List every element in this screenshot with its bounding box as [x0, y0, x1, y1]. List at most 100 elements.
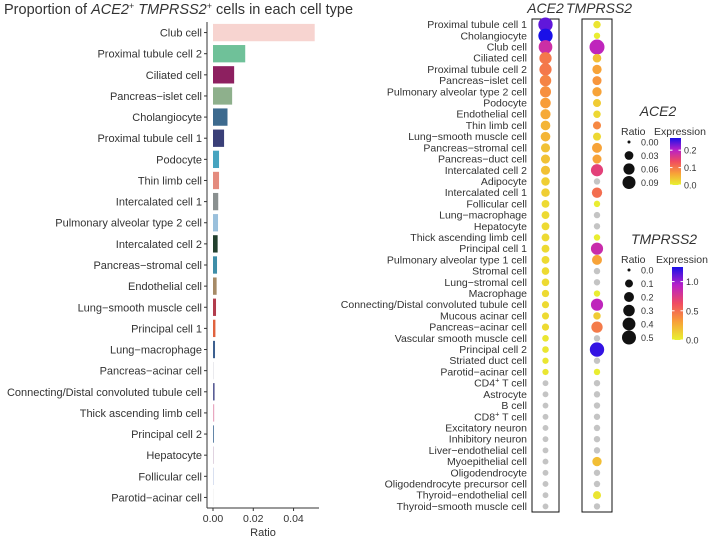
tmprss2-legend-size-key	[624, 292, 634, 302]
bar-category-label: Connecting/Distal convoluted tubule cell	[7, 387, 202, 399]
bar	[213, 108, 228, 126]
dot-tmprss2	[592, 132, 602, 141]
dot-tmprss2	[593, 32, 601, 39]
dot-ace2	[542, 425, 549, 431]
bar-category-label: Pulmonary alveolar type 2 cell	[55, 218, 202, 230]
dot-tmprss2	[593, 110, 601, 118]
ace2-legend-size-key	[624, 151, 634, 160]
tmprss2-legend-color-title: Expression	[656, 254, 708, 266]
dot-ace2	[541, 188, 550, 197]
dot-row-label: Parotid−acinar cell	[440, 366, 527, 378]
bar	[213, 383, 215, 401]
bar-category-label: Thick ascending limb cell	[80, 408, 202, 420]
ace2-legend-size-key	[623, 163, 635, 175]
dot-row-label: Intercalated cell 2	[445, 165, 527, 177]
dot-row-label: Follicular cell	[466, 198, 527, 210]
dot-tmprss2	[593, 312, 601, 320]
dot-ace2	[539, 74, 552, 87]
dot-row-label: Inhibitory neuron	[449, 434, 527, 446]
dot-tmprss2	[593, 469, 601, 476]
dot-row-label: Stromal cell	[472, 266, 527, 278]
dot-ace2	[540, 165, 551, 175]
ace2-legend-size-label: 0.09	[641, 178, 659, 188]
dot-tmprss2	[592, 53, 602, 63]
dot-ace2	[539, 63, 552, 76]
dot-ace2	[542, 492, 549, 499]
bar-category-label: Proximal tubule cell 2	[97, 49, 202, 61]
dot-row-label: Pulmonary alveolar type 1 cell	[387, 254, 527, 266]
bar-category-label: Lung−smooth muscle cell	[78, 302, 202, 314]
bar	[213, 404, 215, 422]
dot-ace2	[542, 368, 549, 376]
dot-row-label: Principal cell 1	[459, 243, 527, 255]
bar-category-label: Proximal tubule cell 1	[97, 133, 202, 145]
dot-ace2	[538, 40, 553, 54]
tmprss2-legend-size-label: 0.5	[641, 333, 654, 343]
dot-tmprss2	[593, 279, 601, 286]
bar-category-label: Thin limb cell	[138, 175, 202, 187]
ace2-legend-title: ACE2	[639, 103, 677, 119]
bar	[213, 319, 216, 338]
dot-ace2	[542, 357, 549, 364]
dot-ace2	[541, 267, 550, 275]
tmprss2-legend-size-label: 0.4	[641, 320, 654, 330]
dot-row-label: Lung−smooth muscle cell	[408, 131, 527, 143]
dot-tmprss2	[592, 76, 602, 86]
dot-tmprss2	[593, 234, 601, 241]
dot-tmprss2	[592, 254, 602, 265]
dot-row-label: Intercalated cell 1	[445, 187, 527, 199]
dot-ace2	[541, 278, 550, 287]
bar-x-tick-label: 0.04	[283, 513, 304, 525]
bar	[213, 446, 214, 464]
dot-ace2	[542, 503, 549, 510]
bar	[213, 45, 246, 63]
dot-row-label: Macrophage	[469, 288, 528, 300]
dot-row-label: Adipocyte	[481, 176, 527, 188]
ace2-legend-color-title: Expression	[654, 126, 706, 138]
dot-ace2	[542, 447, 549, 454]
dot-ace2	[539, 52, 552, 65]
dot-ace2	[542, 402, 549, 409]
bar-category-label: Endothelial cell	[128, 281, 202, 293]
bar-category-label: Principal cell 2	[131, 429, 202, 441]
dot-row-label: Myoepithelial cell	[447, 456, 527, 468]
dot-ace2	[542, 346, 549, 353]
dot-tmprss2	[589, 342, 605, 357]
dot-ace2	[540, 143, 551, 153]
dot-tmprss2	[592, 121, 602, 130]
tmprss2-legend-size-key	[622, 317, 636, 331]
dot-ace2	[541, 222, 550, 231]
dot-ace2	[541, 244, 550, 253]
dot-tmprss2	[589, 39, 605, 55]
dot-row-label: Striated duct cell	[449, 355, 527, 367]
dot-row-label: Thick ascending limb cell	[410, 232, 527, 244]
dot-ace2	[542, 469, 549, 476]
dot-tmprss2	[592, 142, 602, 153]
tmprss2-legend-colorbar-label: 1.0	[686, 277, 699, 287]
dot-row-label: Lung−stromal cell	[444, 277, 527, 289]
tmprss2-legend-colorbar-label: 0.5	[686, 306, 699, 316]
dot-ace2	[542, 380, 549, 387]
ace2-legend-colorbar	[670, 138, 681, 185]
dot-ace2	[539, 86, 552, 98]
dot-column-frame	[581, 18, 613, 513]
dot-row-label: Lung−macrophage	[439, 210, 527, 222]
dot-tmprss2	[592, 456, 602, 467]
dot-ace2	[540, 109, 551, 120]
dot-row-label: Podocyte	[483, 98, 527, 110]
dot-ace2	[542, 481, 549, 487]
bar-category-label: Hepatocyte	[146, 450, 202, 462]
dot-row-label: Thyroid−endothelial cell	[416, 490, 527, 502]
dot-tmprss2	[593, 447, 601, 454]
tmprss2-legend-title: TMPRSS2	[631, 231, 697, 247]
tmprss2-legend-size-label: 0.2	[641, 293, 654, 303]
dot-ace2	[540, 97, 551, 109]
bar-category-label: Follicular cell	[138, 471, 202, 483]
dot-column-title: TMPRSS2	[566, 0, 632, 16]
dot-row-label: Oligodendrocyte precursor cell	[385, 478, 527, 490]
tmprss2-legend-size-key	[623, 304, 635, 317]
bar-category-label: Club cell	[160, 28, 202, 40]
bar	[213, 361, 214, 380]
bar	[213, 66, 235, 84]
bar-category-label: Ciliated cell	[146, 70, 202, 82]
